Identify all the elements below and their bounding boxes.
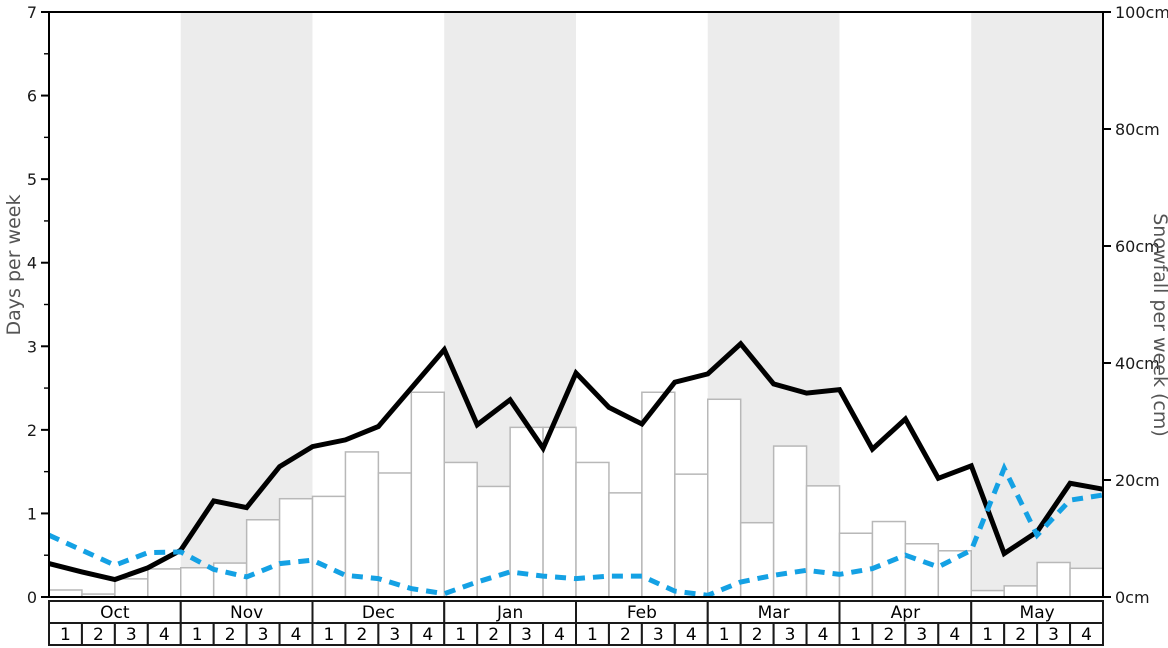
- month-label: Mar: [758, 603, 790, 623]
- week-number-label: 2: [225, 625, 236, 645]
- week-number-label: 1: [587, 625, 598, 645]
- month-label: Nov: [230, 603, 263, 623]
- week-number-label: 4: [554, 625, 565, 645]
- left-tick-label: 4: [27, 254, 37, 273]
- week-number-label: 3: [1048, 625, 1059, 645]
- week-number-label: 4: [686, 625, 697, 645]
- snowfall-bar: [608, 492, 643, 598]
- month-shading-bands: [180, 12, 1103, 597]
- right-axis-title: Snowfall per week (cm): [1149, 213, 1168, 437]
- month-label: Jan: [496, 603, 523, 623]
- left-tick-label: 1: [27, 504, 37, 523]
- snowfall-bar: [410, 391, 445, 598]
- week-number-label: 3: [258, 625, 269, 645]
- snowfall-bar: [114, 578, 149, 598]
- month-week-table: Oct 1 2 3 4 Nov 1 2 3 4 Dec 1 2 3 4 Jan 1 2 3 4 Feb 1 2 3 4 Mar 1 2…: [48, 600, 1104, 646]
- month-label: Dec: [362, 603, 395, 623]
- days-per-week-dashed-blue-line: [47, 462, 1104, 598]
- week-number-label: 4: [159, 625, 170, 645]
- left-tick-label: 5: [27, 170, 37, 189]
- week-number-label: 2: [93, 625, 104, 645]
- week-number-label: 1: [192, 625, 203, 645]
- left-tick-label: 2: [27, 421, 37, 440]
- week-number-label: 2: [620, 625, 631, 645]
- snowfall-bar: [641, 391, 676, 598]
- right-tick-label: 80cm: [1115, 120, 1160, 139]
- week-number-label: 2: [488, 625, 499, 645]
- right-tick-label: 100cm: [1115, 3, 1168, 22]
- snowfall-bar: [147, 568, 182, 598]
- month-label: Oct: [100, 603, 130, 623]
- line-series: [47, 340, 1104, 598]
- left-axis-title: Days per week: [3, 195, 25, 336]
- snowfall-bar: [1036, 561, 1071, 598]
- snowfall-bar: [48, 589, 83, 598]
- snowfall-bar: [278, 497, 314, 598]
- axes: 0 1 2 3 4 5 6 7 0cm 20cm 40cm 60cm 80cm 100cm: [27, 3, 1168, 607]
- month-label: Feb: [627, 603, 657, 623]
- left-tick-label: 7: [27, 3, 37, 22]
- days-per-week-solid-black-line: [48, 340, 1104, 583]
- left-tick-label: 0: [27, 588, 37, 607]
- right-tick-label: 20cm: [1115, 471, 1160, 490]
- week-number-label: 2: [752, 625, 763, 645]
- week-number-label: 4: [422, 625, 433, 645]
- snowfall-bar: [1003, 585, 1038, 598]
- right-tick-label: 40cm: [1115, 354, 1160, 373]
- week-cell: [1069, 622, 1104, 646]
- week-number-label: 4: [1081, 625, 1092, 645]
- snowfall-bar: [838, 532, 874, 598]
- week-number-label: 4: [291, 625, 302, 645]
- left-tick-label: 3: [27, 337, 37, 356]
- week-number-label: 3: [389, 625, 400, 645]
- snowfall-bar: [904, 543, 940, 598]
- week-number-label: 2: [883, 625, 894, 645]
- week-number-label: 1: [982, 625, 993, 645]
- week-number-label: 3: [126, 625, 137, 645]
- month-band: [971, 12, 1103, 597]
- week-number-label: 1: [60, 625, 71, 645]
- snowfall-bar: [311, 495, 347, 598]
- snowfall-bar: [180, 567, 215, 598]
- week-number-label: 1: [851, 625, 862, 645]
- right-tick-label: 0cm: [1115, 588, 1150, 607]
- snowfall-bar: [443, 461, 478, 598]
- snowfall-bar: [377, 472, 413, 598]
- snowfall-bar: [245, 519, 281, 598]
- week-number-label: 2: [356, 625, 367, 645]
- week-number-label: 3: [916, 625, 927, 645]
- month-label: May: [1020, 603, 1055, 623]
- week-number-label: 4: [818, 625, 829, 645]
- snowfall-bar: [937, 550, 972, 598]
- week-number-label: 4: [949, 625, 960, 645]
- snowfall-bar: [542, 426, 577, 598]
- week-number-label: 3: [521, 625, 532, 645]
- right-tick-label: 60cm: [1115, 237, 1160, 256]
- snowfall-bar: [674, 473, 709, 598]
- snowfall-bar: [739, 521, 775, 598]
- snowfall-bar: [344, 451, 380, 598]
- week-number-label: 1: [455, 625, 466, 645]
- week-number-label: 1: [324, 625, 335, 645]
- month-label: Apr: [891, 603, 920, 623]
- week-number-label: 3: [785, 625, 796, 645]
- left-tick-label: 6: [27, 87, 37, 106]
- snowfall-bar: [805, 485, 841, 598]
- snowfall-bar: [212, 562, 248, 598]
- week-number-label: 1: [719, 625, 730, 645]
- week-number-label: 3: [653, 625, 664, 645]
- week-number-label: 2: [1015, 625, 1026, 645]
- snowfall-bar: [1069, 567, 1104, 598]
- snowfall-bar: [707, 398, 742, 598]
